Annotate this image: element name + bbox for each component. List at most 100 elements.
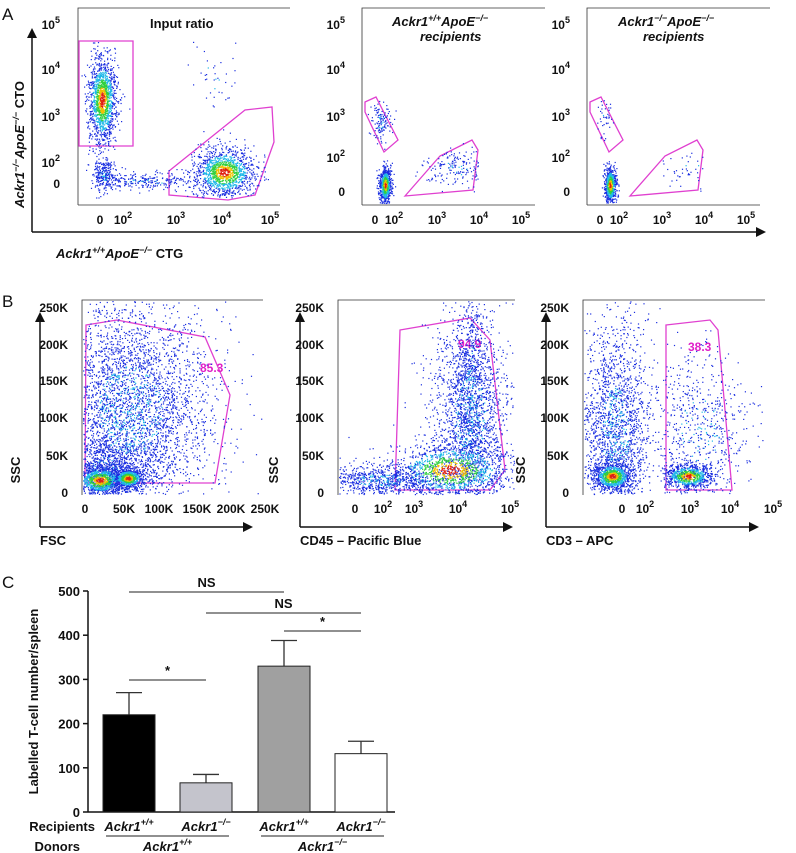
- event-dot: [111, 165, 112, 166]
- event-dot: [461, 169, 462, 170]
- event-dot: [105, 121, 106, 122]
- event-dot: [103, 99, 104, 100]
- event-dot: [124, 183, 125, 184]
- event-dot: [250, 189, 251, 190]
- event-dot: [200, 144, 201, 145]
- x-tick-label: 50K: [113, 502, 135, 516]
- event-dot: [372, 117, 373, 118]
- event-dot: [600, 121, 601, 122]
- x-tick-label: 105: [512, 210, 530, 227]
- event-dot: [97, 101, 98, 102]
- y-tick-label: 250K: [295, 301, 324, 315]
- x-tick-label: 102: [374, 499, 392, 516]
- event-dot: [616, 183, 617, 184]
- event-dot: [241, 170, 242, 171]
- event-dot: [256, 155, 257, 156]
- event-dot: [195, 179, 196, 180]
- event-dot: [378, 130, 379, 131]
- event-dot: [113, 103, 114, 104]
- event-dot: [220, 169, 221, 170]
- event-dot: [216, 174, 217, 175]
- y-tick-label: 0: [338, 185, 345, 199]
- x-tick-label: 104: [721, 499, 739, 516]
- event-dot: [468, 172, 469, 173]
- event-dot: [432, 178, 433, 179]
- event-dot: [155, 183, 156, 184]
- event-dot: [385, 120, 386, 121]
- event-dot: [144, 182, 145, 183]
- event-dot: [380, 185, 381, 186]
- event-dot: [380, 179, 381, 180]
- event-dot: [611, 119, 612, 120]
- event-dot: [111, 162, 112, 163]
- event-dot: [110, 69, 111, 70]
- event-dot: [228, 172, 229, 173]
- event-dot: [110, 166, 111, 167]
- event-dot: [449, 170, 450, 171]
- event-dot: [222, 176, 223, 177]
- y-tick-label: 150K: [295, 374, 324, 388]
- event-dot: [107, 172, 108, 173]
- event-dot: [107, 96, 108, 97]
- event-dot: [390, 167, 391, 168]
- event-dot: [181, 169, 182, 170]
- event-dot: [93, 101, 94, 102]
- event-dot: [220, 156, 221, 157]
- event-dot: [204, 167, 205, 168]
- event-dot: [99, 111, 100, 112]
- event-dot: [152, 189, 153, 190]
- event-dot: [611, 200, 612, 201]
- event-dot: [99, 141, 100, 142]
- x-axis-label: FSC: [40, 533, 67, 548]
- panel-label-a: A: [2, 5, 14, 24]
- gate-percent: 38.3: [688, 340, 712, 354]
- event-dot: [447, 173, 448, 174]
- event-dot: [239, 160, 240, 161]
- x-tick-label: 200K: [217, 502, 246, 516]
- event-dot: [103, 67, 104, 68]
- event-dot: [96, 96, 97, 97]
- event-dot: [218, 161, 219, 162]
- event-dot: [96, 118, 97, 119]
- event-dot: [231, 185, 232, 186]
- event-dot: [113, 124, 114, 125]
- event-dot: [91, 188, 92, 189]
- event-dot: [142, 175, 143, 176]
- event-dot: [378, 126, 379, 127]
- event-dot: [603, 176, 604, 177]
- event-dot: [99, 73, 100, 74]
- event-dot: [423, 161, 424, 162]
- event-dot: [222, 152, 223, 153]
- event-dot: [223, 129, 224, 130]
- y-tick-label: 150K: [540, 374, 569, 388]
- event-dot: [219, 79, 220, 80]
- event-dot: [95, 169, 96, 170]
- event-dot: [700, 191, 701, 192]
- event-dot: [112, 112, 113, 113]
- event-dot: [116, 76, 117, 77]
- event-dot: [235, 188, 236, 189]
- event-dot: [96, 87, 97, 88]
- event-dot: [219, 155, 220, 156]
- event-dot: [246, 158, 247, 159]
- event-dot: [203, 181, 204, 182]
- event-dot: [142, 177, 143, 178]
- event-dot: [200, 190, 201, 191]
- event-dot: [222, 193, 223, 194]
- x-tick-label: 105: [737, 210, 755, 227]
- event-dot: [109, 50, 110, 51]
- event-dot: [384, 149, 385, 150]
- event-dot: [92, 93, 93, 94]
- event-dot: [106, 90, 107, 91]
- event-dot: [376, 128, 377, 129]
- event-dot: [607, 197, 608, 198]
- event-dot: [266, 179, 267, 180]
- event-dot: [200, 167, 201, 168]
- event-dot: [114, 60, 115, 61]
- event-dot: [117, 175, 118, 176]
- event-dot: [598, 128, 599, 129]
- event-dot: [214, 97, 215, 98]
- event-dot: [112, 121, 113, 122]
- event-dot: [221, 178, 222, 179]
- event-dot: [380, 187, 381, 188]
